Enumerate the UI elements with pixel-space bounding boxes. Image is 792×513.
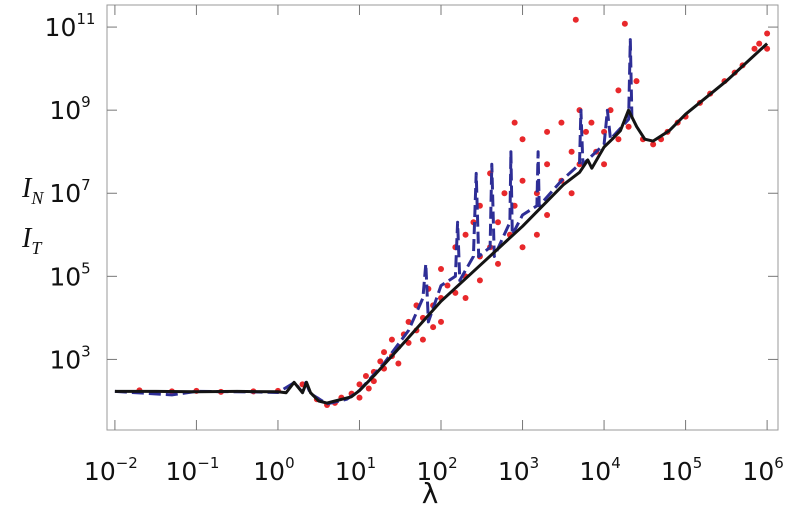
tick-base: 10 [165, 457, 197, 486]
scatter-point [633, 78, 640, 85]
scatter-point [533, 231, 540, 238]
series-line [114, 38, 634, 406]
x-axis-label: λ [422, 477, 439, 510]
x-tick-label: 101 [335, 454, 376, 486]
tick-base: 10 [661, 457, 693, 486]
scatter-point [544, 128, 551, 135]
tick-base: 10 [49, 345, 81, 374]
scatter-point [462, 295, 469, 302]
x-tick-label: 10−2 [84, 454, 138, 486]
y-label-main: I [21, 173, 33, 204]
y-tick-label: 107 [49, 176, 90, 208]
scatter-point [751, 45, 758, 52]
scatter-point [365, 385, 372, 392]
scatter-point [544, 161, 551, 168]
tick-exponent: 6 [774, 454, 784, 472]
x-tick-label: 10−1 [165, 454, 219, 486]
scatter-point [764, 30, 771, 37]
scatter-point [494, 219, 501, 226]
tick-exponent: 9 [81, 93, 91, 111]
y-axis-label: IT [21, 223, 43, 258]
tick-base: 10 [49, 262, 81, 291]
tick-base: 10 [45, 13, 77, 42]
tick-exponent: 5 [81, 259, 91, 277]
scatter-point [601, 161, 608, 168]
tick-exponent: 3 [81, 342, 91, 360]
x-tick-label: 105 [661, 454, 702, 486]
scatter-point [501, 190, 508, 197]
tick-base: 10 [253, 457, 285, 486]
tick-base: 10 [49, 179, 81, 208]
tick-exponent: 2 [448, 454, 458, 472]
tick-exponent: 11 [76, 10, 95, 28]
scatter-point [568, 190, 575, 197]
tick-base: 10 [84, 457, 116, 486]
scatter-point [756, 40, 763, 47]
y-axis-label: IN [21, 173, 44, 208]
scatter-point [764, 45, 771, 52]
scatter-point [438, 318, 445, 325]
tick-exponent: −1 [197, 454, 219, 472]
scatter-point [438, 266, 445, 273]
tick-base: 10 [498, 457, 530, 486]
scatter-point [601, 128, 608, 135]
y-tick-label: 105 [49, 259, 90, 291]
tick-base: 10 [335, 457, 367, 486]
scatter-point [377, 358, 384, 365]
scatter-point [430, 324, 437, 331]
scatter-point [444, 282, 451, 289]
tick-exponent: 1 [367, 454, 377, 472]
tick-base: 10 [416, 457, 448, 486]
scatter-point [650, 141, 657, 148]
tick-exponent: 5 [693, 454, 703, 472]
y-label-main: I [21, 223, 33, 254]
y-label-sub: N [30, 188, 44, 208]
scatter-point [476, 277, 483, 284]
tick-exponent: 7 [81, 176, 91, 194]
tick-base: 10 [579, 457, 611, 486]
scatter-point [519, 136, 526, 143]
tick-exponent: 3 [530, 454, 540, 472]
scatter-point [494, 260, 501, 267]
scatter-point [356, 394, 363, 401]
tick-base: 10 [742, 457, 774, 486]
x-tick-label: 106 [742, 454, 783, 486]
tick-exponent: 0 [285, 454, 295, 472]
scatter-point [568, 148, 575, 155]
scatter-point [388, 336, 395, 343]
scatter-point [356, 381, 363, 388]
scatter-point [625, 123, 632, 130]
tick-exponent: 4 [611, 454, 621, 472]
x-tick-label: 102 [416, 454, 457, 486]
scatter-point [381, 349, 388, 356]
x-tick-label: 103 [498, 454, 539, 486]
scatter-point [511, 119, 518, 126]
scatter-point [395, 360, 402, 367]
scatter-point [588, 119, 595, 126]
scatter-point [419, 336, 426, 343]
y-label-sub: T [31, 238, 43, 258]
x-tick-label: 104 [579, 454, 620, 486]
scatter-point [615, 136, 622, 143]
plot-frame [106, 4, 779, 431]
tick-base: 10 [49, 96, 81, 125]
y-tick-label: 109 [49, 93, 90, 125]
scatter-point [544, 211, 551, 218]
scatter-point [370, 378, 377, 385]
scatter-point [582, 128, 589, 135]
tick-exponent: −2 [116, 454, 138, 472]
scatter-point [519, 177, 526, 184]
scatter-point [519, 244, 526, 251]
scatter-point [615, 87, 622, 94]
scatter-point [462, 231, 469, 238]
scatter-point [362, 372, 369, 379]
y-tick-label: 103 [49, 342, 90, 374]
y-tick-label: 1011 [45, 10, 96, 42]
scatter-point [558, 119, 565, 126]
series-line [114, 42, 769, 405]
scatter-point [572, 16, 579, 23]
scatter-point [621, 20, 628, 27]
x-tick-label: 100 [253, 454, 294, 486]
